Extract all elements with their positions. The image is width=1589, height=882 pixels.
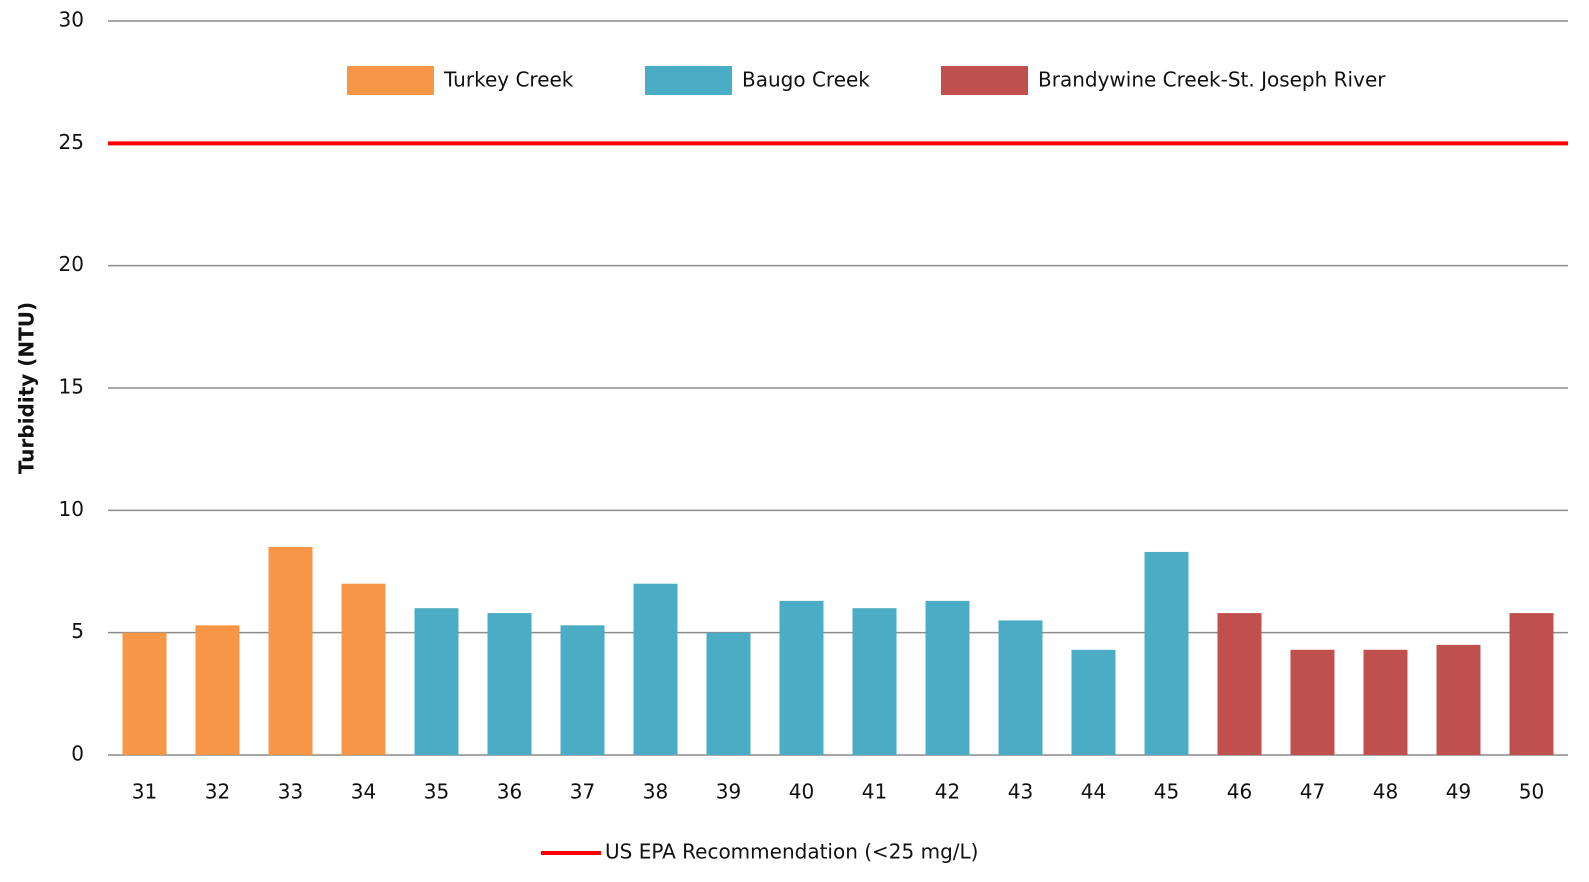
x-tick-label: 32 — [205, 780, 230, 804]
legend-swatch — [645, 66, 732, 95]
x-tick-label: 43 — [1008, 780, 1033, 804]
x-tick-label: 48 — [1373, 780, 1398, 804]
legend-label: US EPA Recommendation (<25 mg/L) — [605, 840, 978, 864]
x-tick-label: 35 — [424, 780, 449, 804]
x-tick-label: 38 — [643, 780, 668, 804]
y-tick-label: 10 — [59, 497, 84, 521]
x-tick-label: 50 — [1519, 780, 1544, 804]
bar — [1144, 551, 1189, 755]
bar — [268, 547, 313, 755]
bar — [122, 632, 167, 755]
x-tick-label: 39 — [716, 780, 741, 804]
x-tick-label: 34 — [351, 780, 376, 804]
x-tick-label: 45 — [1154, 780, 1179, 804]
y-axis-label: Turbidity (NTU) — [15, 302, 39, 474]
bar — [998, 620, 1043, 755]
x-tick-label: 41 — [862, 780, 887, 804]
legend-label: Turkey Creek — [443, 68, 574, 92]
x-tick-label: 37 — [570, 780, 595, 804]
bar — [1217, 613, 1262, 755]
x-tick-label: 40 — [789, 780, 814, 804]
x-tick-label: 36 — [497, 780, 522, 804]
y-tick-label: 0 — [71, 742, 84, 766]
bar — [633, 583, 678, 755]
bar — [1290, 649, 1335, 755]
bar — [1363, 649, 1408, 755]
bar — [779, 600, 824, 755]
bar — [1071, 649, 1116, 755]
bar — [1436, 644, 1481, 755]
y-tick-label: 30 — [59, 8, 84, 32]
legend-swatch — [347, 66, 434, 95]
x-tick-label: 47 — [1300, 780, 1325, 804]
bar — [341, 583, 386, 755]
bar — [1509, 613, 1554, 755]
bar — [487, 613, 532, 755]
bar — [706, 632, 751, 755]
bar — [852, 608, 897, 755]
x-tick-label: 46 — [1227, 780, 1252, 804]
legend-label: Baugo Creek — [742, 68, 870, 92]
x-tick-label: 31 — [132, 780, 157, 804]
bar — [195, 625, 240, 755]
x-tick-label: 49 — [1446, 780, 1471, 804]
bar — [925, 600, 970, 755]
x-tick-label: 42 — [935, 780, 960, 804]
bar — [414, 608, 459, 755]
x-tick-label: 44 — [1081, 780, 1106, 804]
y-tick-label: 20 — [59, 252, 84, 276]
legend-label: Brandywine Creek-St. Joseph River — [1038, 68, 1386, 92]
y-tick-label: 5 — [71, 619, 84, 643]
legend-swatch — [941, 66, 1028, 95]
bar — [560, 625, 605, 755]
y-tick-label: 15 — [59, 375, 84, 399]
x-tick-label: 33 — [278, 780, 303, 804]
y-tick-label: 25 — [59, 130, 84, 154]
